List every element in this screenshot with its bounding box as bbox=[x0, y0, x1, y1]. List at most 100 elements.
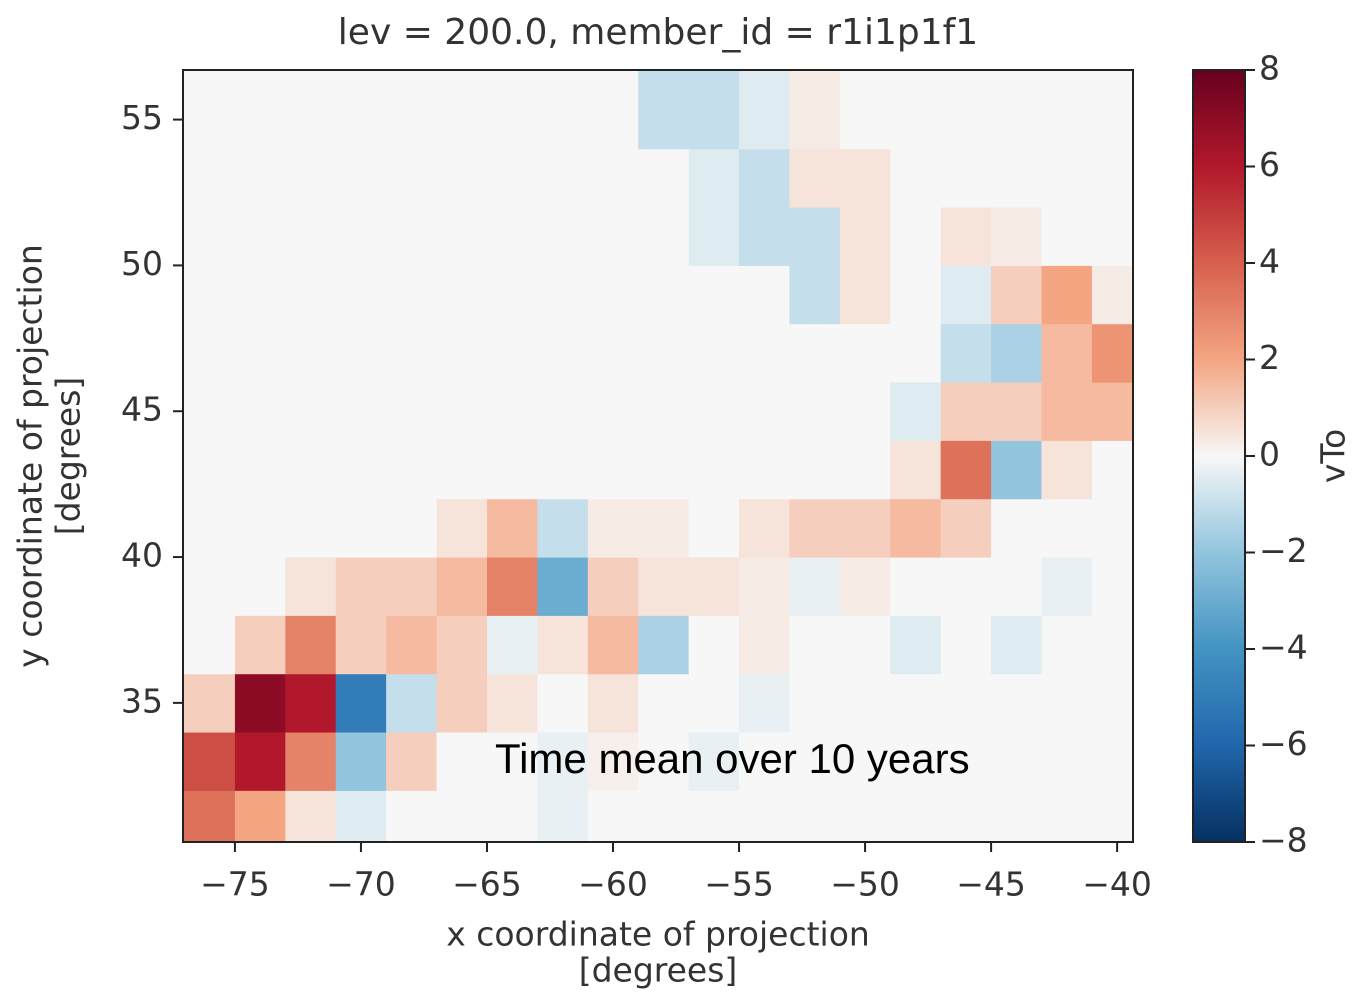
heatmap-cell bbox=[285, 557, 337, 616]
heatmap-cell bbox=[436, 382, 488, 441]
heatmap-cell bbox=[234, 557, 286, 616]
heatmap-cell bbox=[688, 557, 740, 616]
heatmap-cell bbox=[234, 207, 286, 266]
heatmap-cell bbox=[335, 265, 387, 325]
x-tick-label: −60 bbox=[578, 865, 648, 904]
heatmap-cell bbox=[739, 732, 790, 791]
heatmap-cell bbox=[587, 557, 639, 616]
heatmap-cell bbox=[739, 70, 790, 150]
heatmap-cell bbox=[991, 70, 1043, 150]
heatmap-cell bbox=[285, 207, 337, 266]
heatmap-cell bbox=[991, 557, 1043, 616]
heatmap-cell bbox=[638, 673, 690, 733]
y-axis-label: y coordinate of projection bbox=[11, 244, 50, 668]
heatmap-cell bbox=[436, 615, 488, 675]
heatmap-cell bbox=[486, 70, 538, 150]
heatmap-cell bbox=[234, 732, 286, 791]
heatmap-cell bbox=[234, 70, 286, 150]
heatmap-cell bbox=[839, 557, 891, 616]
heatmap-cell bbox=[537, 557, 589, 616]
heatmap-cell bbox=[789, 148, 841, 208]
heatmap-cell bbox=[789, 673, 841, 733]
heatmap-cell bbox=[436, 70, 488, 150]
heatmap-cell bbox=[688, 673, 740, 733]
heatmap-cell bbox=[940, 265, 992, 325]
colorbar-tick-label: 0 bbox=[1259, 435, 1280, 474]
heatmap-cell bbox=[335, 70, 387, 150]
x-tick-label: −55 bbox=[704, 865, 774, 904]
heatmap-cell bbox=[587, 732, 639, 791]
heatmap-cell bbox=[285, 732, 337, 791]
heatmap-cell bbox=[940, 498, 992, 558]
heatmap-cell bbox=[486, 790, 538, 843]
heatmap-cell bbox=[234, 323, 286, 383]
colorbar-tick-label: 6 bbox=[1259, 145, 1280, 184]
heatmap-cell bbox=[587, 70, 639, 150]
heatmap-cell bbox=[839, 615, 891, 675]
heatmap-cell bbox=[537, 323, 589, 383]
heatmap-cell bbox=[739, 615, 790, 675]
heatmap-cell bbox=[1091, 265, 1134, 325]
heatmap-cell bbox=[739, 673, 790, 733]
x-tick-label: −50 bbox=[830, 865, 900, 904]
heatmap-cell bbox=[285, 498, 337, 558]
heatmap-cell bbox=[991, 440, 1043, 500]
heatmap-cell bbox=[335, 207, 387, 266]
heatmap-cell bbox=[688, 382, 740, 441]
heatmap-cell bbox=[486, 382, 538, 441]
heatmap-cell bbox=[183, 207, 236, 266]
x-tick-label: −40 bbox=[1082, 865, 1152, 904]
heatmap-cell bbox=[587, 790, 639, 843]
heatmap-cell bbox=[234, 673, 286, 733]
heatmap-cell bbox=[638, 148, 690, 208]
heatmap-cell bbox=[1041, 557, 1093, 616]
heatmap-cell bbox=[436, 323, 488, 383]
heatmap-cell bbox=[587, 615, 639, 675]
y-tick-label: 35 bbox=[121, 681, 163, 720]
heatmap-cell bbox=[537, 615, 589, 675]
heatmap-cell bbox=[839, 265, 891, 325]
heatmap-cell bbox=[386, 265, 438, 325]
heatmap-cell bbox=[285, 70, 337, 150]
heatmap-cell bbox=[890, 382, 942, 441]
heatmap-cell bbox=[1041, 732, 1093, 791]
heatmap-cell bbox=[1091, 498, 1134, 558]
heatmap-cell bbox=[688, 70, 740, 150]
colorbar-tick-label: 4 bbox=[1259, 242, 1280, 281]
heatmap-cell bbox=[890, 615, 942, 675]
heatmap-cell bbox=[991, 790, 1043, 843]
heatmap-cell bbox=[285, 265, 337, 325]
heatmap-cell bbox=[638, 382, 690, 441]
heatmap-cell bbox=[739, 498, 790, 558]
colorbar-tick-label: −6 bbox=[1259, 724, 1308, 763]
heatmap-cell bbox=[486, 265, 538, 325]
heatmap-cell bbox=[1041, 323, 1093, 383]
heatmap-cell bbox=[587, 673, 639, 733]
colorbar-label: vTo bbox=[1314, 429, 1353, 483]
heatmap-cell bbox=[183, 790, 236, 843]
heatmap-cell bbox=[1091, 790, 1134, 843]
heatmap-cell bbox=[638, 70, 690, 150]
y-tick-label: 45 bbox=[121, 390, 163, 429]
heatmap-cell bbox=[1091, 440, 1134, 500]
chart-title: lev = 200.0, member_id = r1i1p1f1 bbox=[338, 12, 978, 53]
heatmap-cell bbox=[789, 70, 841, 150]
heatmap-cell bbox=[386, 732, 438, 791]
heatmap-cell bbox=[1091, 148, 1134, 208]
heatmap-cell bbox=[1091, 557, 1134, 616]
heatmap-cell bbox=[335, 148, 387, 208]
heatmap-cell bbox=[234, 440, 286, 500]
heatmap-cell bbox=[486, 323, 538, 383]
heatmap-cell bbox=[335, 732, 387, 791]
heatmap-cell bbox=[436, 790, 488, 843]
heatmap-cell bbox=[183, 498, 236, 558]
colorbar bbox=[1192, 69, 1246, 843]
heatmap-cell bbox=[285, 382, 337, 441]
heatmap-cell bbox=[890, 440, 942, 500]
heatmap-cell bbox=[688, 323, 740, 383]
heatmap-cell bbox=[991, 148, 1043, 208]
heatmap-cell bbox=[386, 148, 438, 208]
heatmap-cell bbox=[183, 382, 236, 441]
heatmap-cell bbox=[789, 323, 841, 383]
heatmap-cell bbox=[386, 70, 438, 150]
